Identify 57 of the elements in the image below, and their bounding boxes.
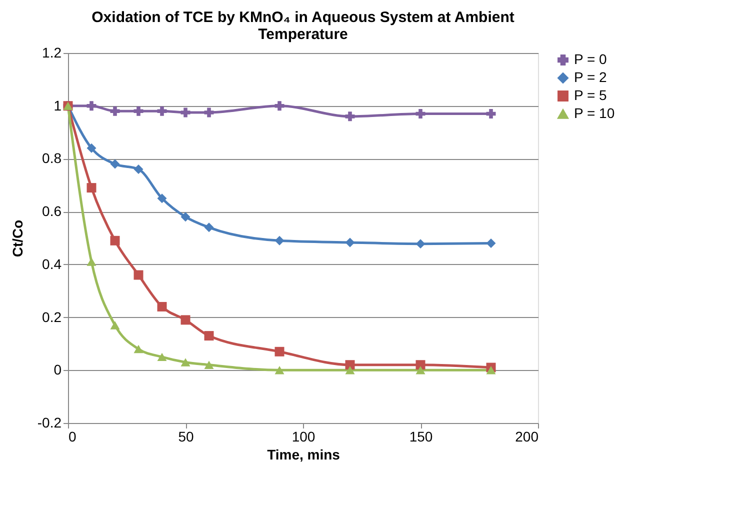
point: [134, 106, 144, 116]
point: [86, 183, 96, 193]
x-tick-label: 50: [178, 428, 194, 444]
x-tick-label: 150: [409, 428, 433, 444]
legend-label: P = 2: [574, 69, 608, 85]
y-tick-label: -0.2: [37, 414, 62, 430]
point: [134, 344, 144, 354]
point: [204, 222, 214, 232]
point: [180, 108, 190, 118]
x-tick-label: 100: [292, 428, 316, 444]
point: [416, 366, 426, 374]
y-tick-label: 1.2: [42, 44, 62, 60]
point: [110, 236, 120, 246]
point: [204, 108, 214, 118]
point: [134, 270, 144, 280]
point: [274, 366, 284, 374]
y-tick-label: 0: [54, 362, 62, 378]
point: [86, 258, 96, 266]
y-tick-label: 0.2: [42, 308, 62, 325]
point: [274, 346, 284, 356]
y-tick-label: 1: [54, 97, 62, 114]
y-tick-label: 0.8: [42, 150, 62, 166]
point: [274, 101, 284, 111]
point: [157, 302, 167, 312]
x-axis-title: Time, mins: [267, 446, 340, 462]
point: [274, 236, 284, 246]
point: [110, 106, 120, 116]
x-tick-label: 0: [68, 428, 76, 444]
point: [416, 239, 426, 249]
point: [345, 238, 355, 248]
x-tick-label: 200: [515, 428, 539, 444]
point: [180, 315, 190, 325]
point: [486, 366, 496, 374]
point: [134, 164, 144, 174]
point: [110, 159, 120, 169]
point: [204, 360, 214, 369]
point: [180, 212, 190, 222]
point: [345, 366, 355, 374]
point: [180, 358, 190, 366]
point: [486, 109, 496, 119]
y-tick-label: 0.4: [42, 256, 62, 272]
point: [345, 112, 355, 122]
point: [157, 194, 167, 204]
point: [86, 143, 96, 153]
point: [157, 106, 167, 116]
point: [157, 352, 167, 362]
point: [86, 101, 96, 111]
legend-label: P = 5: [574, 87, 608, 103]
legend-label: P = 0: [574, 51, 608, 67]
y-axis-title: Ct/Co: [9, 220, 26, 258]
y-tick-label: 0.6: [42, 203, 62, 220]
point: [416, 109, 426, 119]
point: [110, 321, 120, 330]
chart-title: Oxidation of TCE by KMnO₄ in Aqueous System at Ambient Temperature: [92, 9, 514, 43]
point: [486, 238, 496, 248]
point: [204, 331, 214, 341]
legend-label: P = 10: [574, 105, 615, 121]
